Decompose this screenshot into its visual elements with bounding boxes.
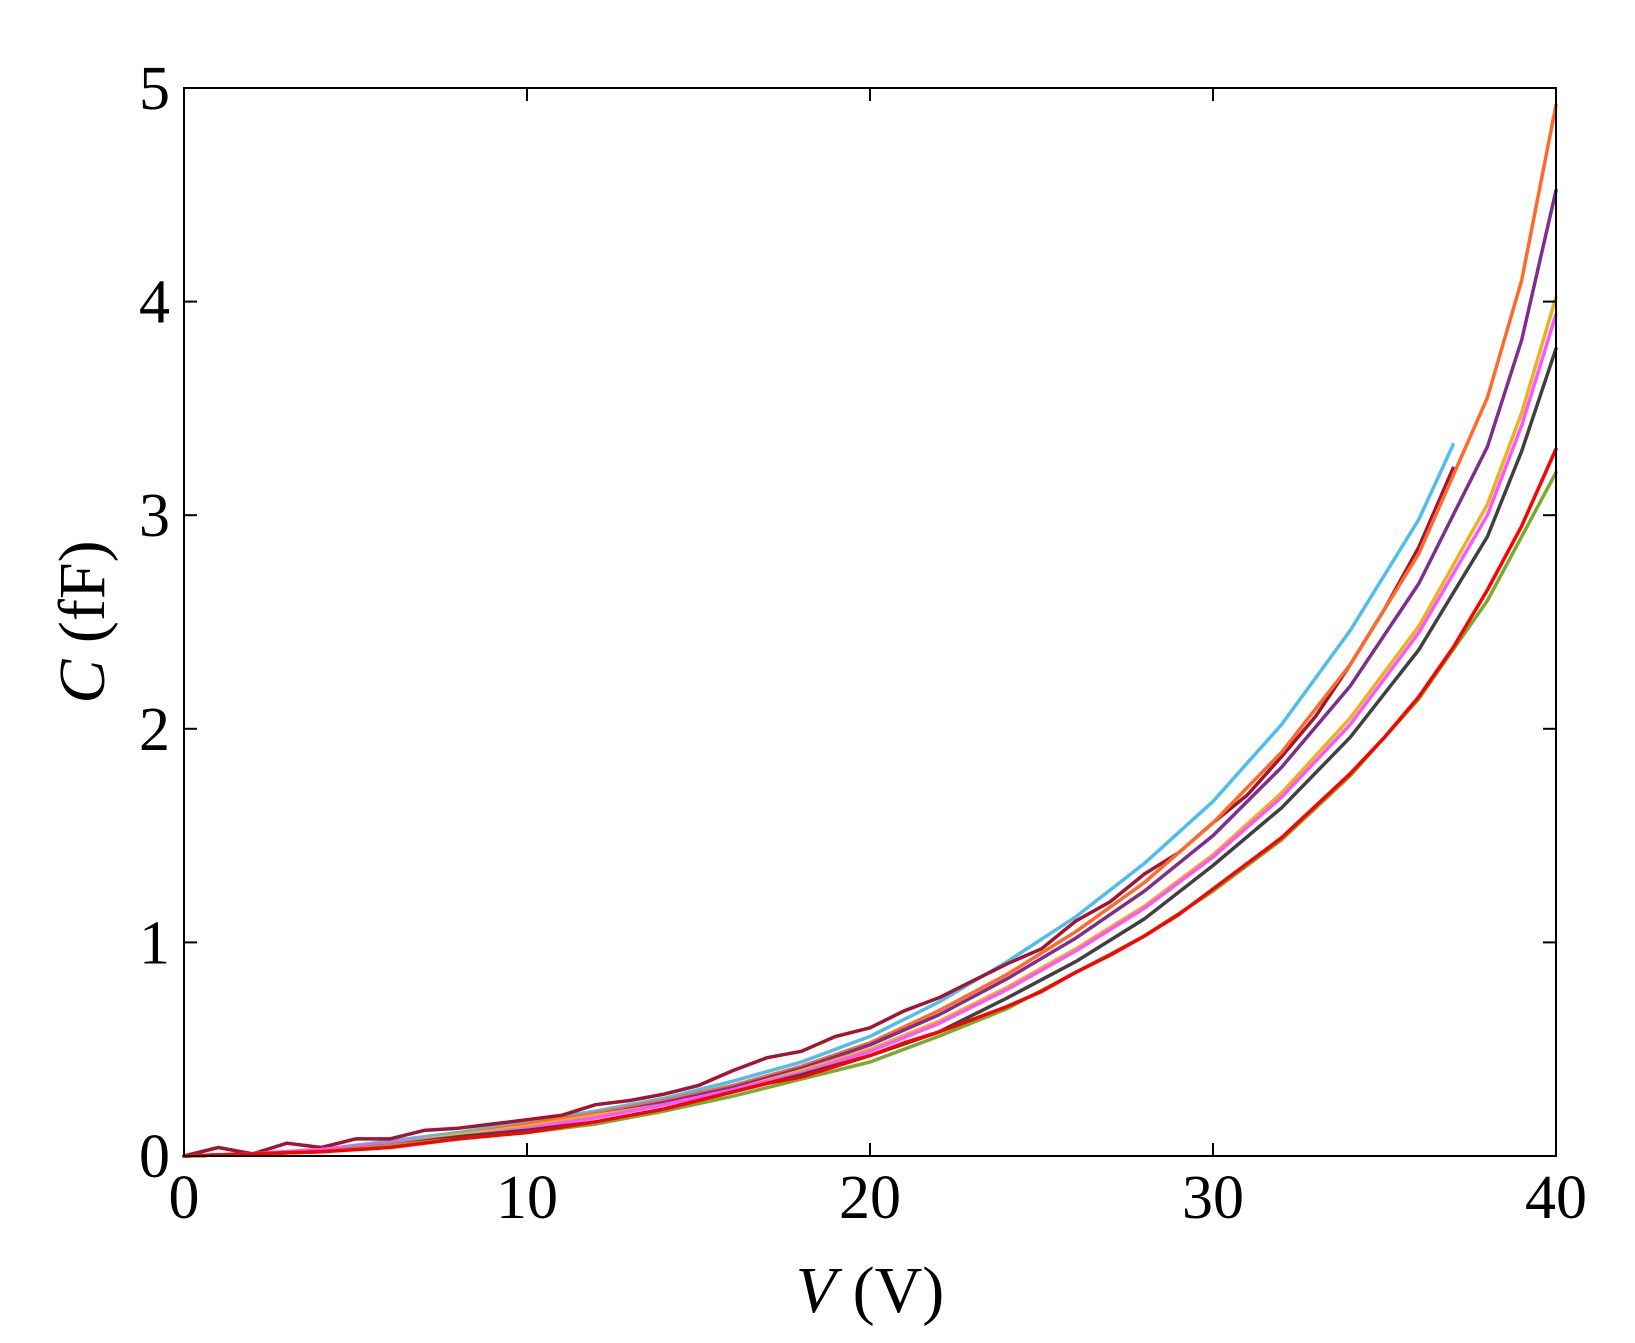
y-tick-label-5: 5 [139,55,170,123]
tick-layer [183,87,1557,1157]
y-tick-label-4: 4 [139,269,170,337]
x-axis-label: V (V) [796,1254,944,1327]
x-tick-label-4: 40 [1525,1164,1587,1232]
series-layer [182,103,1558,1158]
x-tick-label-3: 30 [1182,1164,1244,1232]
y-tick-label-3: 3 [139,482,170,550]
y-tick-labels: 0 1 2 3 4 5 [139,55,170,1191]
x-axis-symbol: V [796,1254,843,1327]
x-tick-label-2: 20 [839,1164,901,1232]
series-line-1 [182,442,1455,1158]
y-tick-label-1: 1 [139,909,170,977]
y-tick-label-0: 0 [139,1123,170,1191]
x-tick-label-0: 0 [169,1164,200,1232]
y-axis-symbol: C [46,659,119,704]
plot-area [184,88,1556,1156]
series-line-9 [182,447,1558,1158]
y-axis-unit: (fF) [46,540,119,659]
y-tick-label-2: 2 [139,696,170,764]
x-tick-label-1: 10 [496,1164,558,1232]
series-line-2 [182,466,1455,1158]
y-axis-label: C (fF) [46,540,119,703]
x-axis-unit: (V) [836,1254,944,1327]
x-tick-labels: 0 10 20 30 40 [169,1164,1588,1232]
